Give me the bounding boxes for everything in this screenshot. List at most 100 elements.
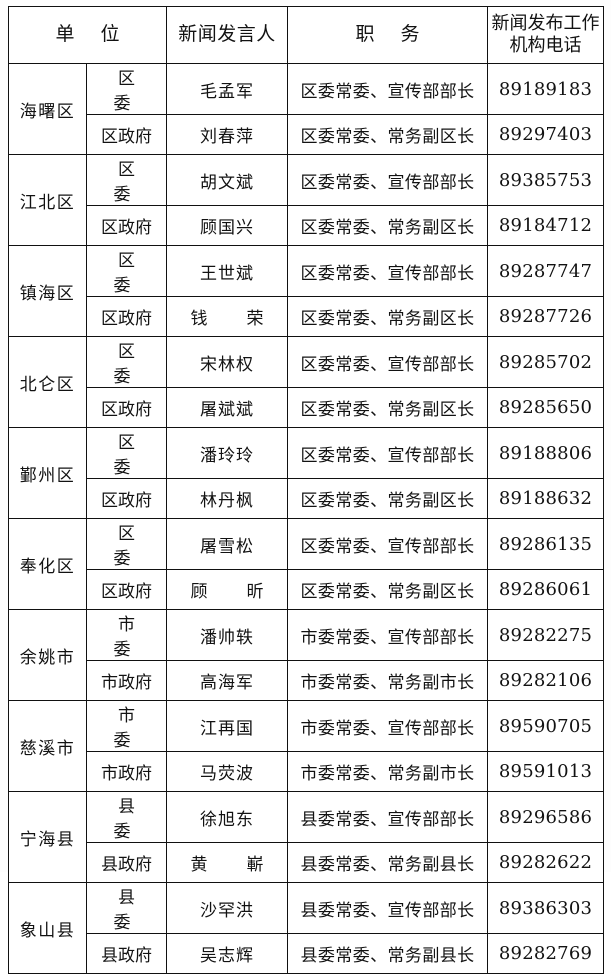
cell-unit: 宁海县 — [8, 791, 87, 883]
cell-organization: 市政府 — [85, 660, 168, 701]
cell-organization: 区政府 — [85, 569, 168, 610]
cell-phone: 89188632 — [487, 478, 605, 519]
cell-duty: 区委常委、常务副区长 — [287, 296, 489, 337]
cell-organization: 区政府 — [85, 387, 168, 428]
cell-spokesperson: 钱 荣 — [166, 296, 289, 337]
cell-spokesperson: 黄 嶄 — [166, 842, 289, 883]
cell-duty: 区委常委、常务副区长 — [287, 205, 489, 246]
cell-unit: 镇海区 — [8, 245, 87, 337]
cell-organization: 区 委 — [85, 336, 168, 388]
cell-organization: 市 委 — [85, 609, 168, 661]
table-row: 区政府顾 昕区委常委、常务副区长 89286061 — [9, 569, 605, 610]
cell-unit: 奉化区 — [8, 518, 87, 610]
table-row: 区政府 林丹枫 区委常委、常务副区长 89188632 — [9, 478, 605, 519]
cell-unit: 慈溪市 — [8, 700, 87, 792]
cell-spokesperson: 屠斌斌 — [166, 387, 289, 428]
cell-phone: 89297403 — [487, 114, 605, 155]
cell-spokesperson: 江再国 — [166, 700, 289, 752]
column-header-spokesperson: 新闻发言人 — [166, 6, 289, 64]
cell-unit: 余姚市 — [8, 609, 87, 701]
cell-phone: 89282622 — [487, 842, 605, 883]
cell-organization: 县政府 — [85, 842, 168, 883]
cell-spokesperson: 毛孟军 — [166, 63, 289, 115]
cell-duty: 区委常委、宣传部部长 — [287, 245, 489, 297]
cell-phone: 89296586 — [487, 791, 605, 843]
column-header-unit: 单 位 — [7, 6, 168, 64]
cell-spokesperson: 顾国兴 — [166, 205, 289, 246]
cell-spokesperson: 顾 昕 — [166, 569, 289, 610]
header-row: 单 位 新闻发言人 职 务 新闻发布工作机构电话 — [7, 6, 605, 64]
cell-duty: 区委常委、宣传部部长 — [287, 427, 489, 479]
cell-duty: 市委常委、宣传部部长 — [287, 700, 489, 752]
cell-organization: 县政府 — [85, 933, 168, 974]
cell-phone: 89282106 — [487, 660, 605, 701]
cell-duty: 区委常委、常务副区长 — [287, 387, 489, 428]
cell-unit: 鄞州区 — [8, 427, 87, 519]
cell-duty: 区委常委、宣传部部长 — [287, 336, 489, 388]
cell-spokesperson: 胡文斌 — [166, 154, 289, 206]
table-row: 区政府 屠斌斌 区委常委、常务副区长 89285650 — [9, 387, 605, 428]
cell-spokesperson: 沙罕洪 — [166, 882, 289, 934]
table-row: 市政府 高海军 市委常委、常务副市长 89282106 — [9, 660, 605, 701]
cell-duty: 市委常委、常务副市长 — [287, 751, 489, 792]
table-row: 镇海区区 委王世斌 区委常委、宣传部部长 89287747 — [8, 245, 605, 337]
cell-duty: 区委常委、宣传部部长 — [287, 518, 489, 570]
cell-spokesperson: 马荧波 — [166, 751, 289, 792]
table-header: 单 位 新闻发言人 职 务 新闻发布工作机构电话 — [7, 6, 605, 64]
table-row: 海曙区区 委毛孟军 区委常委、宣传部部长 89189183 — [8, 63, 605, 155]
cell-spokesperson: 潘帅轶 — [166, 609, 289, 661]
table-row: 奉化区区 委屠雪松 区委常委、宣传部部长 89286135 — [8, 518, 605, 610]
cell-phone: 89287726 — [487, 296, 605, 337]
cell-duty: 区委常委、宣传部部长 — [287, 154, 489, 206]
table-row: 慈溪市市 委江再国 市委常委、宣传部部长 89590705 — [8, 700, 605, 792]
cell-spokesperson: 高海军 — [166, 660, 289, 701]
cell-duty: 县委常委、常务副县长 — [287, 842, 489, 883]
cell-organization: 区政府 — [85, 296, 168, 337]
cell-spokesperson: 潘玲玲 — [166, 427, 289, 479]
table-row: 江北区区 委胡文斌 区委常委、宣传部部长 89385753 — [8, 154, 605, 246]
table-row: 宁海县县 委徐旭东 县委常委、宣传部部长 89296586 — [8, 791, 605, 883]
table-body: 海曙区区 委毛孟军 区委常委、宣传部部长 89189183 区政府 刘春萍 区委常委、常务… — [8, 63, 605, 974]
table-row: 县政府 吴志辉 县委常委、常务副县长 89282769 — [9, 933, 605, 974]
cell-phone: 89286135 — [487, 518, 605, 570]
cell-organization: 区 委 — [85, 63, 168, 115]
cell-phone: 89285650 — [487, 387, 605, 428]
cell-organization: 区 委 — [85, 154, 168, 206]
cell-phone: 89184712 — [487, 205, 605, 246]
cell-spokesperson: 屠雪松 — [166, 518, 289, 570]
table-row: 余姚市市 委潘帅轶 市委常委、宣传部部长 89282275 — [8, 609, 605, 701]
document-page: 单 位 新闻发言人 职 务 新闻发布工作机构电话 海曙区区 委毛孟军 区委常委、宣… — [7, 6, 605, 974]
cell-duty: 区委常委、常务副区长 — [287, 478, 489, 519]
cell-duty: 县委常委、宣传部部长 — [287, 882, 489, 934]
cell-organization: 区 委 — [85, 427, 168, 479]
cell-unit: 江北区 — [8, 154, 87, 246]
cell-spokesperson: 徐旭东 — [166, 791, 289, 843]
cell-duty: 区委常委、常务副区长 — [287, 114, 489, 155]
cell-phone: 89188806 — [487, 427, 605, 479]
cell-organization: 市 委 — [85, 700, 168, 752]
table-row: 北仑区区 委宋林权 区委常委、宣传部部长 89285702 — [8, 336, 605, 428]
column-header-duty: 职 务 — [287, 6, 489, 64]
cell-phone: 89282275 — [487, 609, 605, 661]
cell-unit: 海曙区 — [8, 63, 87, 155]
cell-organization: 区政府 — [85, 114, 168, 155]
cell-phone: 89287747 — [487, 245, 605, 297]
cell-spokesperson: 吴志辉 — [166, 933, 289, 974]
column-header-phone: 新闻发布工作机构电话 — [487, 6, 605, 64]
cell-unit: 北仑区 — [8, 336, 87, 428]
table-row: 区政府 顾国兴 区委常委、常务副区长 89184712 — [9, 205, 605, 246]
cell-organization: 县 委 — [85, 882, 168, 934]
cell-duty: 县委常委、常务副县长 — [287, 933, 489, 974]
cell-duty: 区委常委、常务副区长 — [287, 569, 489, 610]
table-row: 鄞州区区 委潘玲玲 区委常委、宣传部部长 89188806 — [8, 427, 605, 519]
cell-phone: 89189183 — [487, 63, 605, 115]
cell-phone: 89386303 — [487, 882, 605, 934]
cell-phone: 89590705 — [487, 700, 605, 752]
table-row: 区政府 刘春萍 区委常委、常务副区长 89297403 — [9, 114, 605, 155]
cell-organization: 区 委 — [85, 518, 168, 570]
table-row: 区政府钱 荣区委常委、常务副区长 89287726 — [9, 296, 605, 337]
table-row: 象山县县 委沙罕洪 县委常委、宣传部部长 89386303 — [8, 882, 605, 974]
cell-duty: 市委常委、宣传部部长 — [287, 609, 489, 661]
cell-duty: 县委常委、宣传部部长 — [287, 791, 489, 843]
cell-phone: 89385753 — [487, 154, 605, 206]
